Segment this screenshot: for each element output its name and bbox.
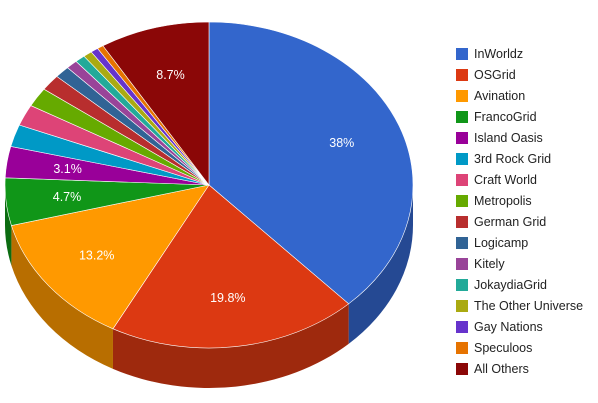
legend-label: Gay Nations	[474, 319, 543, 334]
legend-label: JokaydiaGrid	[474, 277, 547, 292]
legend-item-kitely[interactable]: Kitely	[456, 253, 583, 274]
legend-swatch	[456, 215, 468, 228]
legend-swatch	[456, 362, 468, 375]
legend-item-logicamp[interactable]: Logicamp	[456, 232, 583, 253]
legend-label: OSGrid	[474, 67, 516, 82]
pie-slice-avination[interactable]	[11, 184, 210, 330]
legend: InWorldz OSGrid Avination FrancoGrid Island …	[456, 43, 583, 379]
legend-label: German Grid	[474, 214, 547, 229]
slice-label-all-others: 8.7%	[156, 68, 185, 82]
pie-slice-all-others[interactable]	[102, 21, 210, 186]
legend-label: Logicamp	[474, 235, 529, 250]
legend-label: FrancoGrid	[474, 109, 537, 124]
slice-label-island-oasis: 3.1%	[53, 162, 82, 176]
slice-label-osgrid: 19.8%	[210, 291, 245, 305]
legend-swatch	[456, 299, 468, 312]
legend-swatch	[456, 320, 468, 333]
legend-swatch	[456, 47, 468, 60]
legend-item-3rd-rock-grid[interactable]: 3rd Rock Grid	[456, 148, 583, 169]
legend-label: Craft World	[474, 172, 537, 187]
pie-side-francogrid	[5, 185, 12, 266]
legend-item-avination[interactable]: Avination	[456, 85, 583, 106]
slice-label-francogrid: 4.7%	[53, 190, 82, 204]
legend-item-osgrid[interactable]: OSGrid	[456, 64, 583, 85]
legend-label: InWorldz	[474, 46, 524, 61]
legend-swatch	[456, 89, 468, 102]
legend-swatch	[456, 341, 468, 354]
legend-item-the-other-universe[interactable]: The Other Universe	[456, 295, 583, 316]
legend-swatch	[456, 152, 468, 165]
legend-item-all-others[interactable]: All Others	[456, 358, 583, 379]
legend-item-metropolis[interactable]: Metropolis	[456, 190, 583, 211]
legend-item-inworldz[interactable]: InWorldz	[456, 43, 583, 64]
legend-label: Avination	[474, 88, 526, 103]
legend-label: All Others	[474, 361, 529, 376]
legend-item-german-grid[interactable]: German Grid	[456, 211, 583, 232]
legend-item-jokaydiagrid[interactable]: JokaydiaGrid	[456, 274, 583, 295]
slice-label-avination: 13.2%	[79, 249, 114, 263]
legend-swatch	[456, 236, 468, 249]
pie-chart: 38% 19.8% 13.2% 4.7% 3.1% 8.7%	[4, 21, 414, 388]
legend-item-craft-world[interactable]: Craft World	[456, 169, 583, 190]
pie-side-avination	[11, 225, 113, 369]
pie-side-inworldz	[348, 185, 413, 344]
legend-swatch	[456, 131, 468, 144]
legend-label: Metropolis	[474, 193, 532, 208]
legend-swatch	[456, 257, 468, 270]
legend-label: 3rd Rock Grid	[474, 151, 552, 166]
pie-slice-osgrid[interactable]	[112, 184, 350, 349]
legend-swatch	[456, 110, 468, 123]
legend-item-francogrid[interactable]: FrancoGrid	[456, 106, 583, 127]
slice-label-inworldz: 38%	[329, 136, 354, 150]
legend-item-speculoos[interactable]: Speculoos	[456, 337, 583, 358]
legend-item-gay-nations[interactable]: Gay Nations	[456, 316, 583, 337]
legend-label: Island Oasis	[474, 130, 543, 145]
legend-swatch	[456, 278, 468, 291]
legend-swatch	[456, 173, 468, 186]
pie-side-osgrid	[112, 303, 349, 388]
legend-swatch	[456, 68, 468, 81]
legend-label: Kitely	[474, 256, 505, 271]
legend-item-island-oasis[interactable]: Island Oasis	[456, 127, 583, 148]
legend-label: Speculoos	[474, 340, 533, 355]
legend-label: The Other Universe	[474, 298, 584, 313]
pie-slice-inworldz[interactable]	[208, 21, 414, 305]
legend-swatch	[456, 194, 468, 207]
